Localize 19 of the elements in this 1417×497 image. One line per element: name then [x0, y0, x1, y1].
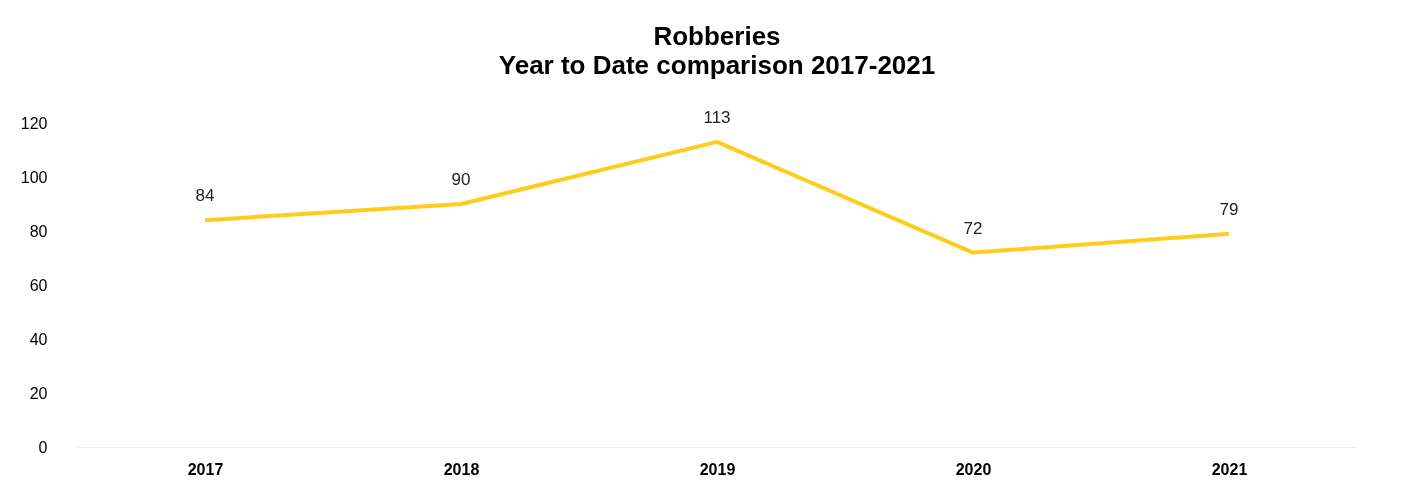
x-tick-label: 2020 — [955, 460, 992, 478]
x-tick-label: 2019 — [699, 460, 736, 478]
data-label: 113 — [703, 107, 731, 127]
y-tick-label: 80 — [29, 222, 48, 240]
y-tick-label: 0 — [38, 438, 48, 456]
x-tick-label: 2018 — [443, 460, 480, 478]
x-tick-label: 2021 — [1211, 460, 1248, 478]
y-tick-label: 60 — [29, 276, 48, 294]
y-tick-label: 120 — [20, 114, 48, 132]
x-tick-label: 2017 — [187, 460, 224, 478]
chart-title: Robberies — [653, 20, 781, 51]
data-label: 79 — [1219, 199, 1239, 219]
data-label: 90 — [451, 170, 471, 189]
y-tick-label: 40 — [29, 330, 48, 348]
y-tick-label: 100 — [20, 168, 48, 186]
data-label: 72 — [963, 218, 983, 238]
y-tick-label: 20 — [29, 384, 48, 402]
data-label: 84 — [195, 186, 215, 206]
chart-subtitle: Year to Date comparison 2017-2021 — [498, 49, 936, 80]
